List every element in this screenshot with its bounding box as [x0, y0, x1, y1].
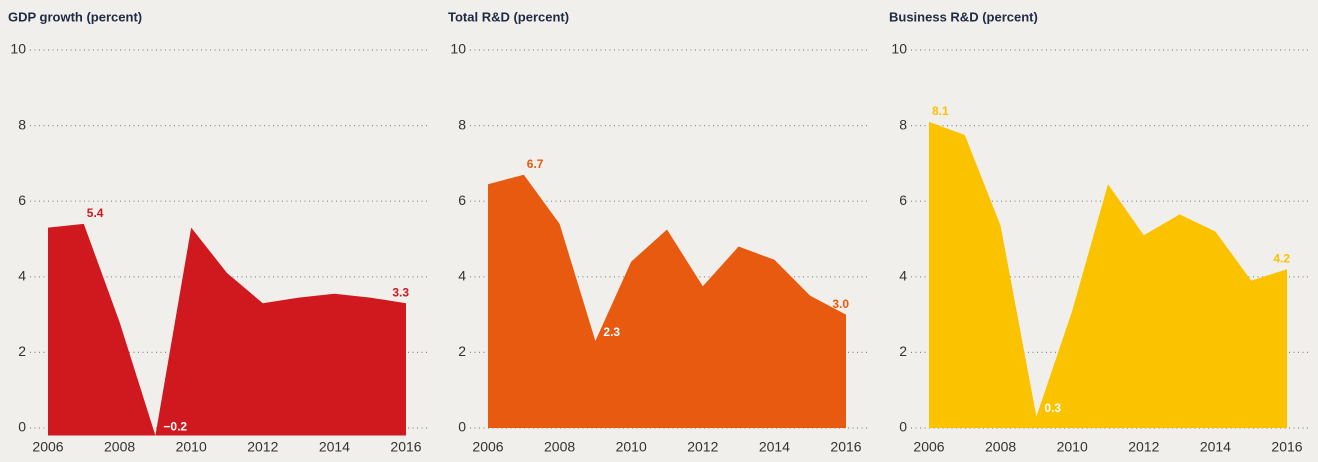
chart-title: GDP growth (percent) — [8, 9, 142, 24]
y-tick-label: 0 — [899, 419, 907, 435]
area — [929, 121, 1287, 428]
y-tick-label: 6 — [458, 192, 466, 208]
x-tick-label: 2012 — [247, 439, 278, 455]
y-tick-label: 10 — [450, 41, 466, 57]
data-label: 8.1 — [932, 104, 949, 118]
y-tick-label: 2 — [458, 343, 466, 359]
x-tick-label: 2006 — [913, 439, 944, 455]
y-tick-label: 4 — [18, 268, 26, 284]
x-tick-label: 2016 — [830, 439, 861, 455]
data-label: 6.7 — [527, 157, 544, 171]
x-tick-label: 2010 — [176, 439, 207, 455]
x-tick-label: 2014 — [759, 439, 790, 455]
y-tick-label: 0 — [18, 419, 26, 435]
x-tick-label: 2006 — [32, 439, 63, 455]
data-label: 5.4 — [87, 206, 104, 220]
y-tick-label: 10 — [10, 41, 26, 57]
x-tick-label: 2008 — [985, 439, 1016, 455]
x-tick-label: 2014 — [1200, 439, 1231, 455]
x-tick-label: 2012 — [1128, 439, 1159, 455]
chart-title: Total R&D (percent) — [448, 9, 569, 24]
x-tick-label: 2016 — [1271, 439, 1302, 455]
y-tick-label: 4 — [899, 268, 907, 284]
y-tick-label: 8 — [458, 116, 466, 132]
area — [48, 223, 406, 436]
area — [488, 174, 846, 428]
y-tick-label: 8 — [18, 116, 26, 132]
y-tick-label: 6 — [899, 192, 907, 208]
x-tick-label: 2008 — [104, 439, 135, 455]
y-tick-label: 2 — [18, 343, 26, 359]
data-label: 4.2 — [1273, 251, 1290, 265]
y-tick-label: 4 — [458, 268, 466, 284]
y-tick-label: 6 — [18, 192, 26, 208]
x-tick-label: 2010 — [1057, 439, 1088, 455]
x-tick-label: 2012 — [687, 439, 718, 455]
data-label: 3.3 — [392, 285, 409, 299]
data-label: 2.3 — [603, 325, 620, 339]
chart-title: Business R&D (percent) — [889, 9, 1038, 24]
y-tick-label: 0 — [458, 419, 466, 435]
data-label: 0.3 — [1044, 401, 1061, 415]
data-label: −0.2 — [163, 420, 187, 434]
x-tick-label: 2006 — [472, 439, 503, 455]
y-tick-label: 10 — [891, 41, 907, 57]
x-tick-label: 2010 — [616, 439, 647, 455]
y-tick-label: 8 — [899, 116, 907, 132]
x-tick-label: 2008 — [544, 439, 575, 455]
y-tick-label: 2 — [899, 343, 907, 359]
data-label: 3.0 — [832, 297, 849, 311]
x-tick-label: 2014 — [319, 439, 350, 455]
x-tick-label: 2016 — [390, 439, 421, 455]
